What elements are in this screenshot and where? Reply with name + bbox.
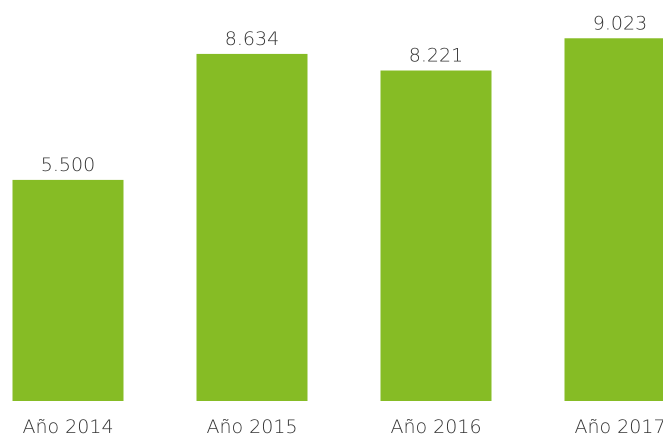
value-label: 8.221 — [409, 45, 463, 67]
x-tick-label: Año 2017 — [574, 416, 663, 438]
value-label: 5.500 — [41, 154, 95, 176]
value-label: 8.634 — [225, 28, 279, 50]
x-tick-label: Año 2014 — [22, 416, 113, 438]
bar — [564, 38, 663, 402]
bar — [12, 179, 124, 401]
bar — [380, 70, 492, 401]
x-tick-label: Año 2016 — [390, 416, 481, 438]
value-label: 9.023 — [593, 12, 647, 34]
bar — [196, 53, 308, 401]
x-tick-label: Año 2015 — [206, 416, 297, 438]
